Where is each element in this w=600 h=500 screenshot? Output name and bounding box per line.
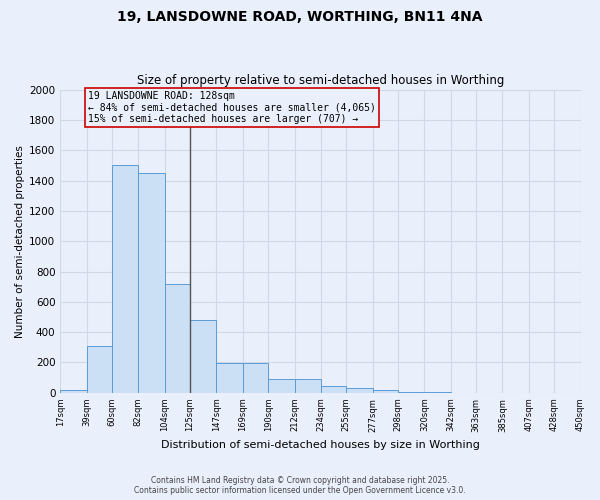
Bar: [243, 363, 268, 393]
Bar: [165, 284, 190, 393]
Bar: [87, 346, 112, 393]
Bar: [398, 392, 424, 393]
Bar: [373, 390, 398, 393]
Bar: [112, 166, 139, 393]
Bar: [60, 390, 87, 393]
Bar: [321, 386, 346, 393]
Text: 19, LANSDOWNE ROAD, WORTHING, BN11 4NA: 19, LANSDOWNE ROAD, WORTHING, BN11 4NA: [117, 10, 483, 24]
X-axis label: Distribution of semi-detached houses by size in Worthing: Distribution of semi-detached houses by …: [161, 440, 480, 450]
Y-axis label: Number of semi-detached properties: Number of semi-detached properties: [15, 144, 25, 338]
Text: 19 LANSDOWNE ROAD: 128sqm
← 84% of semi-detached houses are smaller (4,065)
15% : 19 LANSDOWNE ROAD: 128sqm ← 84% of semi-…: [88, 91, 376, 124]
Bar: [268, 379, 295, 393]
Title: Size of property relative to semi-detached houses in Worthing: Size of property relative to semi-detach…: [137, 74, 504, 87]
Bar: [346, 388, 373, 393]
Bar: [139, 173, 165, 393]
Bar: [217, 363, 243, 393]
Bar: [295, 379, 321, 393]
Bar: [190, 320, 217, 393]
Text: Contains HM Land Registry data © Crown copyright and database right 2025.
Contai: Contains HM Land Registry data © Crown c…: [134, 476, 466, 495]
